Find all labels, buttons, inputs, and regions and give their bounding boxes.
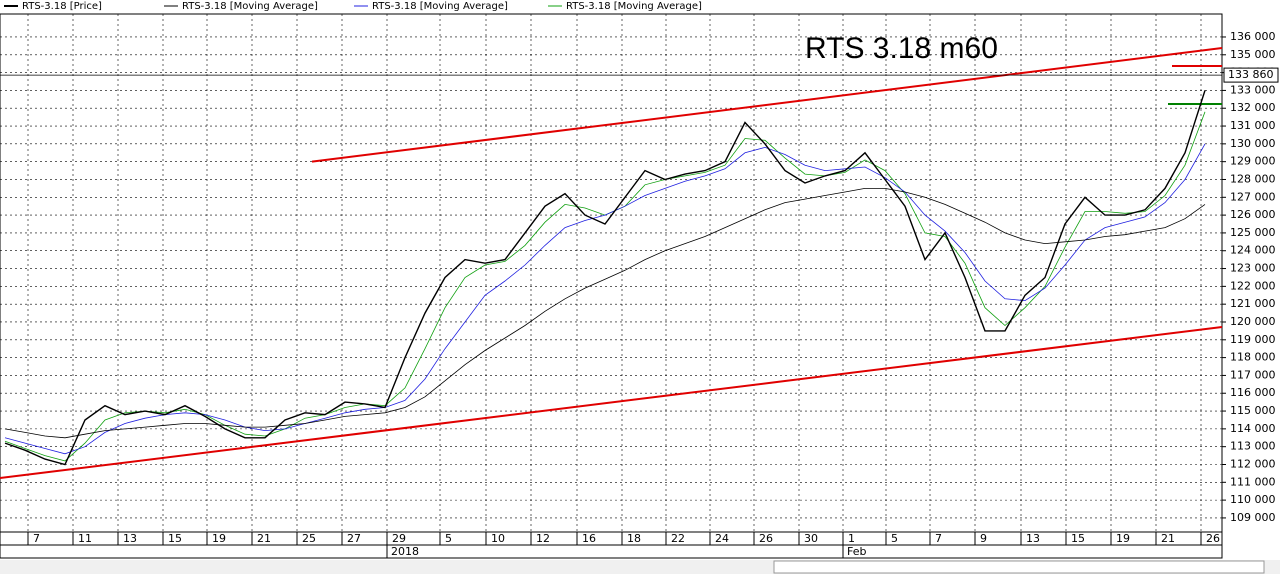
y-tick-label: 119 000 <box>1230 333 1276 346</box>
y-tick-label: 129 000 <box>1230 155 1276 168</box>
y-tick-label: 121 000 <box>1230 297 1276 310</box>
y-tick-label: 114 000 <box>1230 422 1276 435</box>
y-tick-label: 120 000 <box>1230 315 1276 328</box>
x-tick-label: 26 <box>1206 532 1220 545</box>
x-tick-label: 24 <box>715 532 729 545</box>
x-tick-label: 25 <box>302 532 316 545</box>
x-tick-label: 21 <box>257 532 271 545</box>
y-tick-label: 128 000 <box>1230 172 1276 185</box>
y-tick-label: 133 000 <box>1230 83 1276 96</box>
x-tick-label: 18 <box>627 532 641 545</box>
x-tick-label: 30 <box>804 532 818 545</box>
legend-label: RTS-3.18 [Price] <box>22 1 102 12</box>
x-tick-label: 7 <box>935 532 942 545</box>
x-major-label: Feb <box>847 545 866 558</box>
trendline <box>0 325 1223 480</box>
scroll-thumb[interactable] <box>773 560 1265 574</box>
legend-label: RTS-3.18 [Moving Average] <box>372 1 508 12</box>
y-tick-label: 116 000 <box>1230 386 1276 399</box>
y-tick-label: 124 000 <box>1230 244 1276 257</box>
x-tick-label: 19 <box>212 532 226 545</box>
y-tick-label: 126 000 <box>1230 208 1276 221</box>
x-tick-label: 1 <box>848 532 855 545</box>
x-tick-label: 27 <box>347 532 361 545</box>
x-tick-label: 16 <box>582 532 596 545</box>
y-tick-label: 130 000 <box>1230 137 1276 150</box>
x-tick-label: 10 <box>491 532 505 545</box>
legend: RTS-3.18 [Price] RTS-3.18 [Moving Average… <box>4 1 702 12</box>
y-tick-label: 117 000 <box>1230 368 1276 381</box>
x-major-label: 2018 <box>391 545 419 558</box>
x-tick-label: 19 <box>1116 532 1130 545</box>
y-tick-label: 125 000 <box>1230 226 1276 239</box>
y-tick-label: 132 000 <box>1230 101 1276 114</box>
x-tick-label: 5 <box>445 532 452 545</box>
annotation: RTS 3.18 m60 <box>805 32 998 65</box>
x-tick-label: 29 <box>392 532 406 545</box>
y-tick-label: 113 000 <box>1230 440 1276 453</box>
legend-label: RTS-3.18 [Moving Average] <box>566 1 702 12</box>
x-tick-label: 26 <box>759 532 773 545</box>
y-tick-label: 122 000 <box>1230 279 1276 292</box>
x-tick-label: 12 <box>536 532 550 545</box>
x-tick-label: 9 <box>980 532 987 545</box>
trendline <box>311 47 1223 163</box>
x-tick-label: 13 <box>123 532 137 545</box>
y-tick-label: 123 000 <box>1230 262 1276 275</box>
y-tick-label: 109 000 <box>1230 511 1276 524</box>
x-tick-label: 13 <box>1026 532 1040 545</box>
y-tick-label: 115 000 <box>1230 404 1276 417</box>
y-tick-label: 127 000 <box>1230 190 1276 203</box>
y-tick-label: 112 000 <box>1230 457 1276 470</box>
x-tick-label: 22 <box>671 532 685 545</box>
series-line <box>4 90 1206 466</box>
y-tick-label: 110 000 <box>1230 493 1276 506</box>
y-tick-label: 135 000 <box>1230 48 1276 61</box>
x-tick-label: 15 <box>1071 532 1085 545</box>
series-line <box>4 187 1206 439</box>
last-price-box <box>1223 67 1279 83</box>
y-tick-label: 118 000 <box>1230 351 1276 364</box>
legend-label: RTS-3.18 [Moving Average] <box>182 1 318 12</box>
y-tick-label: 131 000 <box>1230 119 1276 132</box>
series-line <box>4 143 1206 455</box>
x-tick-label: 11 <box>78 532 92 545</box>
x-tick-label: 5 <box>891 532 898 545</box>
last-price-label: 133 860 <box>1228 68 1274 81</box>
x-tick-label: 7 <box>33 532 40 545</box>
y-tick-label: 136 000 <box>1230 30 1276 43</box>
x-tick-label: 15 <box>168 532 182 545</box>
x-tick-label: 21 <box>1161 532 1175 545</box>
y-tick-label: 111 000 <box>1230 475 1276 488</box>
